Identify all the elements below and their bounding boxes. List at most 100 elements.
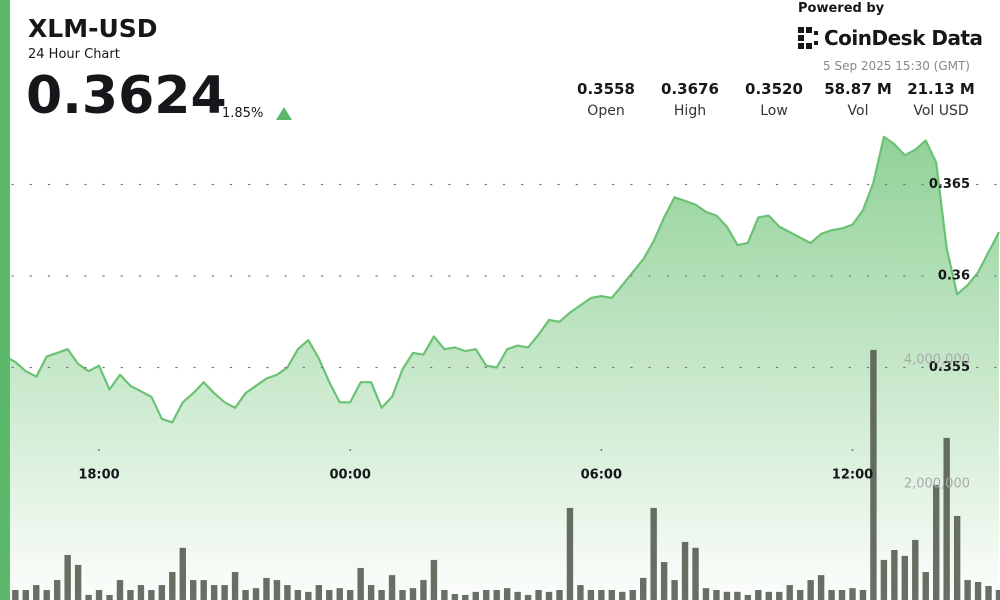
volume-bar [849,588,856,600]
volume-bar [451,594,459,600]
volume-bar [817,575,825,600]
volume-bar [273,580,281,600]
volume-bar [744,594,752,600]
volume-bar [169,572,176,600]
y-tick-label: 0.355 [929,360,970,375]
volume-bar [503,588,511,600]
volume-bar [545,591,553,600]
y-tick-label: 0.365 [929,177,970,192]
stat-value: 0.3558 [577,80,635,98]
volume-bar [995,590,1000,600]
volume-bar [901,555,909,600]
volume-bar [598,590,605,600]
title: XLM-USD [28,14,158,43]
volume-bar [294,590,302,600]
volume-bar [74,564,82,600]
plot: 0.355 0.36 0.365 2,000,000 4,000,000 18:00 00:… [0,135,1000,600]
volume-bar [430,559,438,600]
x-tick-dot [349,449,352,451]
volume-bar [284,585,291,600]
volume-bar [200,580,207,600]
volume-bar [22,590,29,600]
volume-bar [190,580,197,600]
volume-bar [786,585,793,600]
volume-bar [629,590,636,600]
x-tick-label: 12:00 [832,468,873,483]
volume-bar [765,591,772,600]
stat-label: Open [587,103,625,119]
stat-label: Low [760,103,788,119]
volume-bar [116,580,124,600]
volume-bar [33,585,40,600]
volume-bar [137,585,145,600]
volume-bar [796,590,804,600]
x-tick-dot [851,449,854,451]
volume-bar [619,591,626,600]
volume-bar [535,590,542,600]
volume-bar [964,580,971,600]
volume-bar [870,349,877,600]
volume-bar [859,590,867,600]
volume-bar [357,567,364,600]
volume-bar [776,591,783,600]
price-area [0,136,999,600]
price: 0.3624 [26,66,227,126]
volume-bar [755,590,762,600]
stat-label: High [673,103,707,119]
volume-bar [828,590,835,600]
volume-bar [326,590,333,600]
change: 1.85% [222,106,264,121]
volume-bar [43,590,50,600]
volume-bar [472,591,479,600]
volume-bar [12,590,19,600]
x-tick-dot [600,449,603,451]
volume-bar [305,591,312,600]
timestamp: 5 Sep 2025 15:30 (GMT) [823,59,970,73]
volume-bar [891,549,898,600]
stat-value: 0.3676 [661,80,719,98]
stat-label: Vol [847,103,869,119]
powered-by: Powered by [798,1,885,16]
subtitle: 24 Hour Chart [28,47,120,62]
up-arrow [276,107,292,120]
volume-bar [378,590,385,600]
stat-value: 21.13 M [907,80,975,98]
x-tick-dot [98,449,101,451]
x-tick-label: 18:00 [78,468,119,483]
volume-bar [106,594,113,600]
volume-bar [53,580,61,600]
volume-bar [608,590,616,600]
brand-logo [798,27,818,49]
volume-bar [912,539,919,600]
volume-bar [985,585,992,600]
volume-bar [388,575,396,600]
volume-bar [493,590,500,600]
volume-bar [702,588,710,600]
volume-bar [671,580,678,600]
x-tick-label: 06:00 [581,468,622,483]
volume-bar [242,590,249,600]
price-line [0,135,1000,424]
volume-bar [263,577,270,600]
volume-bar [953,515,961,600]
volume-bar [514,591,521,600]
volume-bar [231,572,239,600]
volume-bar [64,554,71,600]
volume-bar [933,484,940,600]
volume-bar [838,590,846,600]
volume-bar [880,559,888,600]
volume-bar [723,591,731,600]
volume-bar [640,577,647,600]
volume-bar [681,541,689,600]
volume-bar [974,581,982,600]
volume-bar [734,591,741,600]
stat-label: Vol USD [913,103,969,119]
volume-bar [367,585,375,600]
y2-tick-label: 2,000,000 [904,476,970,491]
volume-bar [315,585,323,600]
volume-bar [660,562,668,600]
volume-bar [252,588,260,600]
brand: CoinDesk Data [824,26,983,50]
volume-bar [420,580,427,600]
